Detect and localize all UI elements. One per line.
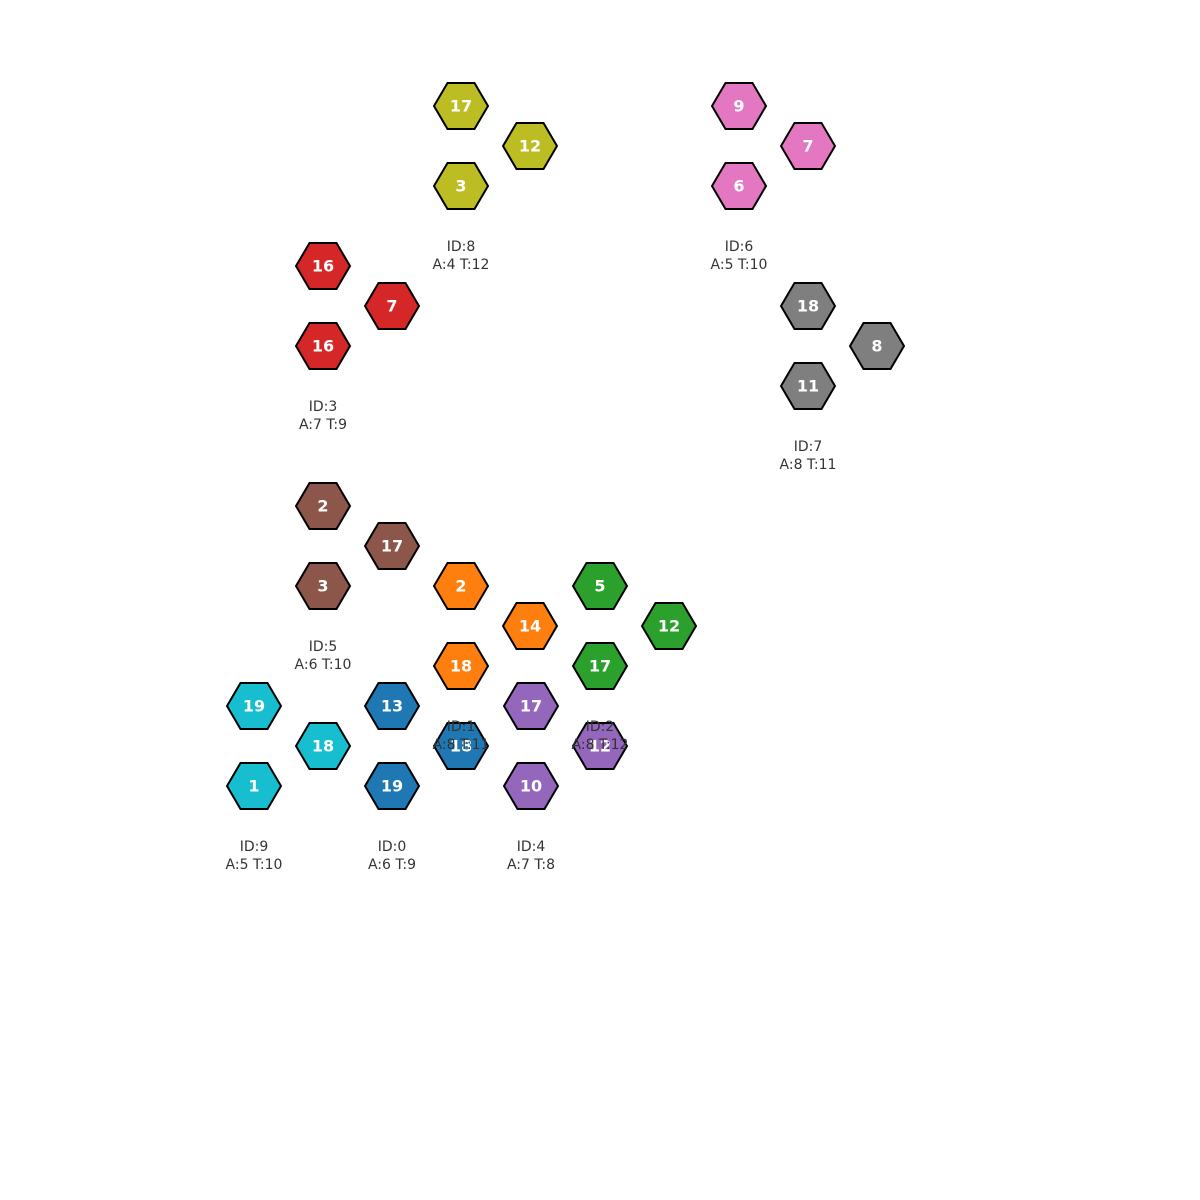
hex-shape[interactable] xyxy=(779,282,837,330)
group-stats-label: A:7 T:8 xyxy=(507,857,555,873)
hex-shape[interactable] xyxy=(225,682,283,730)
hex-shape[interactable] xyxy=(363,682,421,730)
hex-shape[interactable] xyxy=(710,82,768,130)
hex-tile[interactable]: 12 xyxy=(640,602,698,650)
hex-shape[interactable] xyxy=(710,162,768,210)
group-stats-label: A:8 T:11 xyxy=(433,737,490,753)
hex-tile[interactable]: 6 xyxy=(710,162,768,210)
group-stats-label: A:8 T:12 xyxy=(572,737,629,753)
hex-shape[interactable] xyxy=(779,362,837,410)
group-id-label: ID:0 xyxy=(378,839,407,855)
group-id-label: ID:9 xyxy=(240,839,269,855)
hex-tile[interactable]: 18 xyxy=(432,642,490,690)
hex-shape[interactable] xyxy=(432,642,490,690)
hex-tile[interactable]: 3 xyxy=(432,162,490,210)
hex-tile[interactable]: 17 xyxy=(502,682,560,730)
hex-tile[interactable]: 1 xyxy=(225,762,283,810)
hex-shape[interactable] xyxy=(571,642,629,690)
hex-shape[interactable] xyxy=(502,682,560,730)
hex-shape[interactable] xyxy=(363,282,421,330)
hex-tile[interactable]: 17 xyxy=(571,642,629,690)
group-stats-label: A:4 T:12 xyxy=(433,257,490,273)
hex-shape[interactable] xyxy=(848,322,906,370)
hex-shape[interactable] xyxy=(432,162,490,210)
hex-tile[interactable]: 13 xyxy=(363,682,421,730)
hex-group: 976 xyxy=(710,82,837,210)
group-id-label: ID:2 xyxy=(586,719,615,735)
group-stats-label: A:7 T:9 xyxy=(299,417,347,433)
hex-shape[interactable] xyxy=(571,562,629,610)
hex-shape[interactable] xyxy=(432,82,490,130)
group-stats-label: A:8 T:11 xyxy=(780,457,837,473)
hex-shape[interactable] xyxy=(294,482,352,530)
hex-tile[interactable]: 18 xyxy=(294,722,352,770)
hex-shape[interactable] xyxy=(501,122,559,170)
hex-tile[interactable]: 7 xyxy=(779,122,837,170)
group-id-label: ID:1 xyxy=(447,719,476,735)
group-id-label: ID:6 xyxy=(725,239,754,255)
hex-tile[interactable]: 3 xyxy=(294,562,352,610)
hex-tile[interactable]: 19 xyxy=(363,762,421,810)
hex-tile[interactable]: 2 xyxy=(432,562,490,610)
hex-tile[interactable]: 5 xyxy=(571,562,629,610)
hex-shape[interactable] xyxy=(779,122,837,170)
hex-tile[interactable]: 19 xyxy=(225,682,283,730)
hex-shape[interactable] xyxy=(363,522,421,570)
hex-tile[interactable]: 7 xyxy=(363,282,421,330)
hex-shape[interactable] xyxy=(432,562,490,610)
hex-shape[interactable] xyxy=(571,722,629,770)
hex-tile[interactable]: 18 xyxy=(779,282,837,330)
hex-shape[interactable] xyxy=(501,602,559,650)
group-id-label: ID:5 xyxy=(309,639,338,655)
group-stats-label: A:5 T:10 xyxy=(226,857,283,873)
hex-tile[interactable]: 17 xyxy=(432,82,490,130)
hex-shape[interactable] xyxy=(294,722,352,770)
hex-tile[interactable]: 8 xyxy=(848,322,906,370)
hex-shape[interactable] xyxy=(640,602,698,650)
hex-tile[interactable]: 10 xyxy=(502,762,560,810)
hex-shape[interactable] xyxy=(294,242,352,290)
hex-shape[interactable] xyxy=(432,722,490,770)
hex-tile[interactable]: 16 xyxy=(294,322,352,370)
group-id-label: ID:4 xyxy=(517,839,546,855)
group-stats-label: A:6 T:10 xyxy=(295,657,352,673)
group-id-label: ID:7 xyxy=(794,439,823,455)
group-stats-label: A:6 T:9 xyxy=(368,857,416,873)
group-id-label: ID:3 xyxy=(309,399,338,415)
hex-shape[interactable] xyxy=(502,762,560,810)
hex-tile[interactable]: 11 xyxy=(779,362,837,410)
hex-tile[interactable]: 17 xyxy=(363,522,421,570)
hex-shape[interactable] xyxy=(363,762,421,810)
hex-tile[interactable]: 14 xyxy=(501,602,559,650)
hex-tile[interactable]: 2 xyxy=(294,482,352,530)
hex-shape[interactable] xyxy=(225,762,283,810)
hex-tile[interactable]: 16 xyxy=(294,242,352,290)
hex-shape[interactable] xyxy=(294,322,352,370)
hex-tile[interactable]: 12 xyxy=(501,122,559,170)
hex-tile[interactable]: 9 xyxy=(710,82,768,130)
group-stats-label: A:5 T:10 xyxy=(711,257,768,273)
hex-shape[interactable] xyxy=(294,562,352,610)
group-id-label: ID:8 xyxy=(447,239,476,255)
group-labels: ID:8 A:4 T:12 ID:6 A:5 T:10 ID:3 A:7 T:9 ID:7 A… xyxy=(226,239,837,873)
